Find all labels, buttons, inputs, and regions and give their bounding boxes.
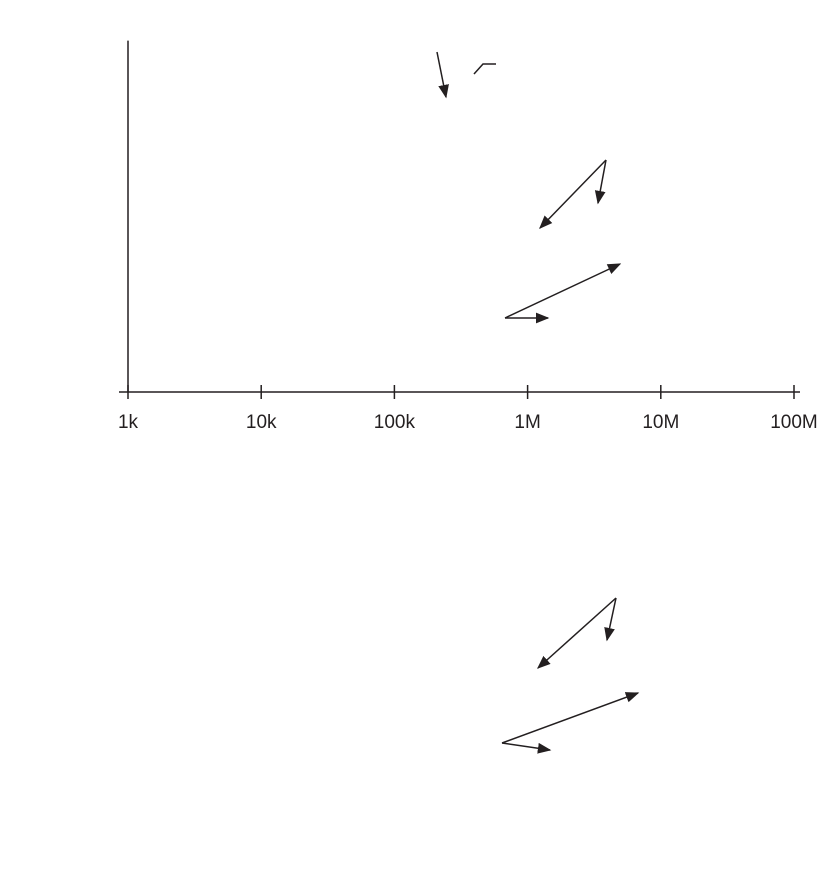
x-tick-label: 100k bbox=[374, 412, 416, 433]
arrow bbox=[501, 742, 552, 754]
x-tick-label: 1k bbox=[118, 412, 139, 433]
x-tick-label: 1M bbox=[514, 412, 540, 433]
x-tick-label: 10M bbox=[642, 412, 679, 433]
arrow bbox=[504, 263, 622, 319]
arrow bbox=[594, 159, 607, 205]
x-tick-label: 100M bbox=[770, 412, 818, 433]
arrow bbox=[536, 597, 617, 669]
panel: 1k 10k 100k 1M 10M 100M bbox=[118, 40, 818, 433]
arrow bbox=[501, 692, 640, 744]
arrow bbox=[604, 597, 617, 642]
arrows bbox=[436, 51, 640, 754]
x-tick-label: 10k bbox=[246, 412, 277, 433]
arrow bbox=[436, 51, 449, 99]
arrow bbox=[539, 159, 607, 229]
pointer bbox=[473, 63, 496, 75]
